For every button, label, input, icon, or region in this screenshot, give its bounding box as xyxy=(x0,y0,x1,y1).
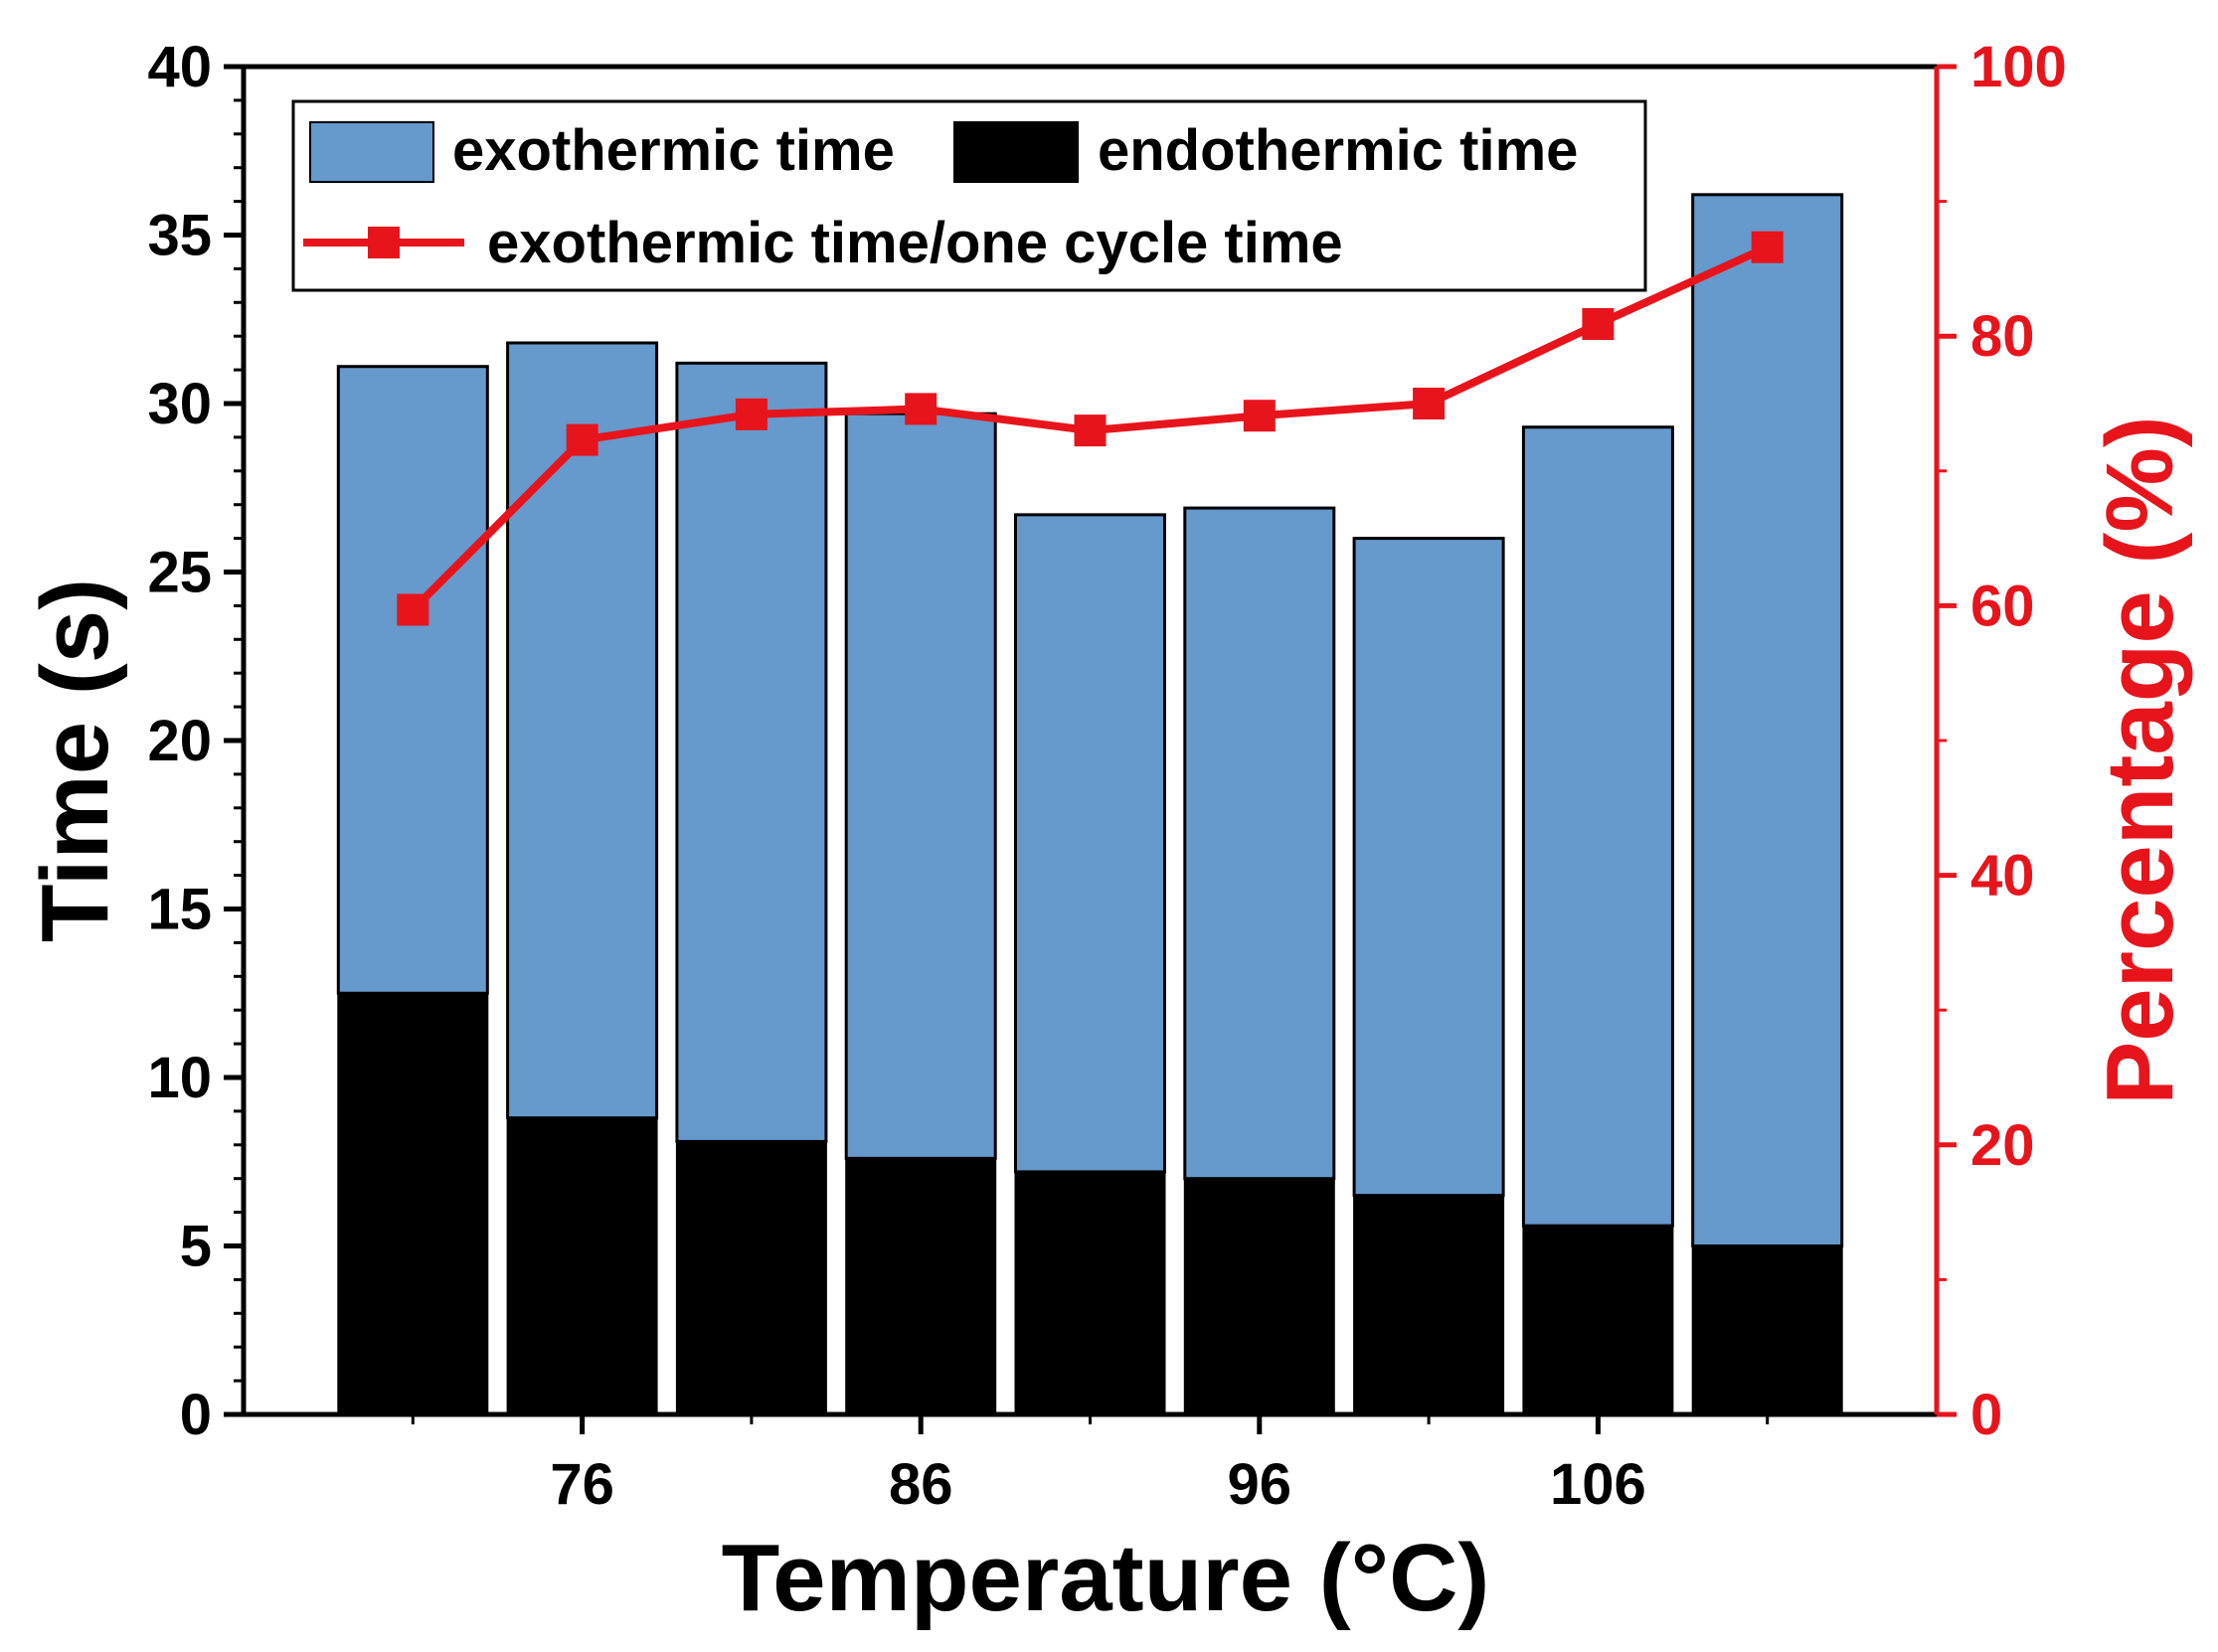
bar-endothermic-4 xyxy=(1014,1170,1166,1416)
bar-endothermic-2 xyxy=(675,1140,827,1416)
percentage-line-group xyxy=(397,231,1784,626)
y-tick-label-5: 5 xyxy=(180,1215,212,1279)
x-tick-label-96: 96 xyxy=(1228,1452,1292,1517)
percentage-point-0 xyxy=(397,593,429,626)
bar-endothermic-7 xyxy=(1522,1225,1674,1416)
legend-swatch-exothermic xyxy=(309,121,434,183)
bars-group xyxy=(336,193,1844,1416)
x-axis-title: Temperature (°C) xyxy=(722,1525,1490,1631)
legend-label-endothermic: endothermic time xyxy=(1098,118,1578,183)
x-tick-label-106: 106 xyxy=(1550,1452,1646,1517)
bar-exothermic-1 xyxy=(506,341,659,1120)
bar-exothermic-6 xyxy=(1352,537,1505,1198)
bar-endothermic-6 xyxy=(1353,1194,1505,1416)
legend-label-percentage: exothermic time/one cycle time xyxy=(487,211,1343,275)
bar-exothermic-5 xyxy=(1183,506,1336,1181)
y-tick-label-20: 20 xyxy=(147,709,212,773)
legend-label-exothermic: exothermic time xyxy=(452,118,895,183)
y-tick-label-30: 30 xyxy=(147,372,212,436)
bar-exothermic-7 xyxy=(1521,425,1674,1228)
bar-exothermic-0 xyxy=(336,365,489,995)
bar-endothermic-5 xyxy=(1183,1177,1335,1415)
bar-endothermic-0 xyxy=(337,992,489,1415)
percentage-point-8 xyxy=(1751,231,1784,263)
y2-tick-label-100: 100 xyxy=(1970,35,2067,99)
y2-tick-label-20: 20 xyxy=(1970,1113,2035,1178)
y-axis-title: Time (s) xyxy=(22,578,128,942)
percentage-point-6 xyxy=(1413,388,1446,419)
axes-group: 0 5 10 15 20 25 30 35 40 0 20 40 60 80 100 76 86 96 106 xyxy=(147,35,2066,1517)
y-tick-label-0: 0 xyxy=(180,1383,212,1447)
percentage-point-5 xyxy=(1243,400,1276,432)
y-tick-label-10: 10 xyxy=(147,1046,212,1110)
y-tick-label-15: 15 xyxy=(147,878,212,942)
y-tick-label-40: 40 xyxy=(147,35,212,99)
y2-tick-label-60: 60 xyxy=(1970,574,2035,638)
y2-axis-title: Percentage (%) xyxy=(2087,415,2193,1105)
percentage-point-3 xyxy=(905,393,938,425)
y-tick-label-25: 25 xyxy=(147,541,212,605)
legend: exothermic time endothermic time exother… xyxy=(291,99,1647,292)
legend-swatch-endothermic xyxy=(953,121,1079,183)
bar-endothermic-3 xyxy=(845,1157,997,1415)
percentage-point-7 xyxy=(1582,307,1615,340)
bar-exothermic-4 xyxy=(1014,513,1166,1174)
y-tick-label-35: 35 xyxy=(147,204,212,268)
y2-tick-label-40: 40 xyxy=(1970,844,2035,909)
bar-exothermic-3 xyxy=(844,412,997,1160)
percentage-point-1 xyxy=(566,423,598,456)
legend-marker-percentage xyxy=(368,227,400,258)
bar-exothermic-8 xyxy=(1691,193,1844,1248)
y2-tick-label-0: 0 xyxy=(1970,1383,2002,1447)
x-tick-label-76: 76 xyxy=(550,1452,614,1517)
bar-exothermic-2 xyxy=(675,361,828,1143)
bar-endothermic-1 xyxy=(506,1116,658,1416)
bar-endothermic-8 xyxy=(1691,1244,1843,1415)
percentage-point-4 xyxy=(1074,414,1107,447)
percentage-point-2 xyxy=(735,398,768,430)
y2-tick-label-80: 80 xyxy=(1970,304,2035,369)
x-tick-label-86: 86 xyxy=(889,1452,953,1517)
